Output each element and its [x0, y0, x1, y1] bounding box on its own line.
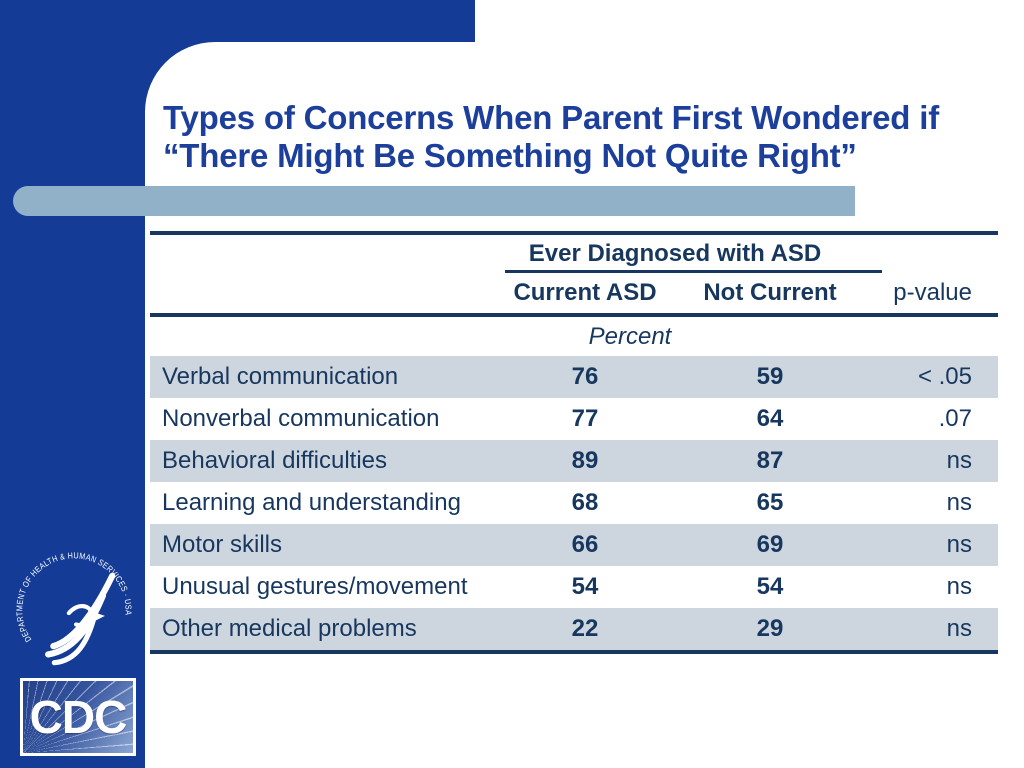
table-unit-row: Percent — [150, 317, 998, 356]
row-label: Motor skills — [162, 531, 283, 558]
row-p-value: ns — [946, 615, 972, 642]
row-p-value: ns — [946, 447, 972, 474]
row-label: Learning and understanding — [162, 489, 461, 516]
row-p-value: < .05 — [917, 363, 972, 390]
row-current-asd-value: 66 — [571, 531, 599, 558]
slide-title: Types of Concerns When Parent First Wond… — [163, 99, 939, 174]
row-label: Nonverbal communication — [162, 405, 440, 432]
table-row: Other medical problems 22 29 ns — [150, 608, 998, 650]
row-not-current-value: 65 — [756, 489, 784, 516]
row-not-current-value: 64 — [756, 405, 784, 432]
table-row: Motor skills 66 69 ns — [150, 524, 998, 566]
row-not-current-value: 29 — [756, 615, 784, 642]
row-p-value: ns — [946, 489, 972, 516]
row-label: Verbal communication — [162, 363, 399, 390]
row-current-asd-value: 76 — [571, 363, 599, 390]
row-label: Behavioral difficulties — [162, 447, 388, 474]
table-group-header-row: Ever Diagnosed with ASD — [150, 235, 998, 273]
unit-label: Percent — [588, 322, 672, 350]
row-current-asd-value: 68 — [571, 489, 599, 516]
table-column-header-row: Current ASD Not Current p-value — [150, 273, 998, 313]
top-navy-bar — [0, 0, 475, 42]
row-current-asd-value: 22 — [571, 615, 599, 642]
col-header-p-value: p-value — [893, 279, 972, 306]
table-body: Verbal communication 76 59 < .05 Nonverb… — [150, 356, 998, 650]
row-not-current-value: 59 — [756, 363, 784, 390]
row-not-current-value: 69 — [756, 531, 784, 558]
row-not-current-value: 87 — [756, 447, 784, 474]
row-current-asd-value: 54 — [571, 573, 599, 600]
col-header-current-asd: Current ASD — [513, 279, 657, 306]
col-header-not-current: Not Current — [703, 279, 837, 306]
table-row: Nonverbal communication 77 64 .07 — [150, 398, 998, 440]
row-current-asd-value: 77 — [571, 405, 599, 432]
row-label: Unusual gestures/movement — [162, 573, 468, 600]
row-p-value: ns — [946, 531, 972, 558]
row-not-current-value: 54 — [756, 573, 784, 600]
empty-header-cell — [150, 273, 490, 313]
group-header: Ever Diagnosed with ASD — [528, 240, 822, 267]
row-p-value: ns — [946, 573, 972, 600]
table-bottom-border — [150, 650, 998, 654]
table-row: Behavioral difficulties 89 87 ns — [150, 440, 998, 482]
table-row: Verbal communication 76 59 < .05 — [150, 356, 998, 398]
table-row: Learning and understanding 68 65 ns — [150, 482, 998, 524]
group-header-underline — [505, 270, 882, 273]
table-header-border — [150, 313, 998, 317]
hhs-eagle-icon: DEPARTMENT OF HEALTH & HUMAN SERVICES · … — [14, 550, 133, 666]
table-row: Unusual gestures/movement 54 54 ns — [150, 566, 998, 608]
table-top-border — [150, 231, 998, 235]
concerns-table: Ever Diagnosed with ASD Current ASD Not … — [150, 231, 998, 654]
row-current-asd-value: 89 — [571, 447, 599, 474]
row-p-value: .07 — [938, 405, 972, 432]
row-label: Other medical problems — [162, 615, 417, 642]
cdc-logo: CDC — [20, 678, 136, 756]
cdc-logo-text: CDC — [29, 691, 128, 743]
accent-bar — [13, 186, 855, 216]
